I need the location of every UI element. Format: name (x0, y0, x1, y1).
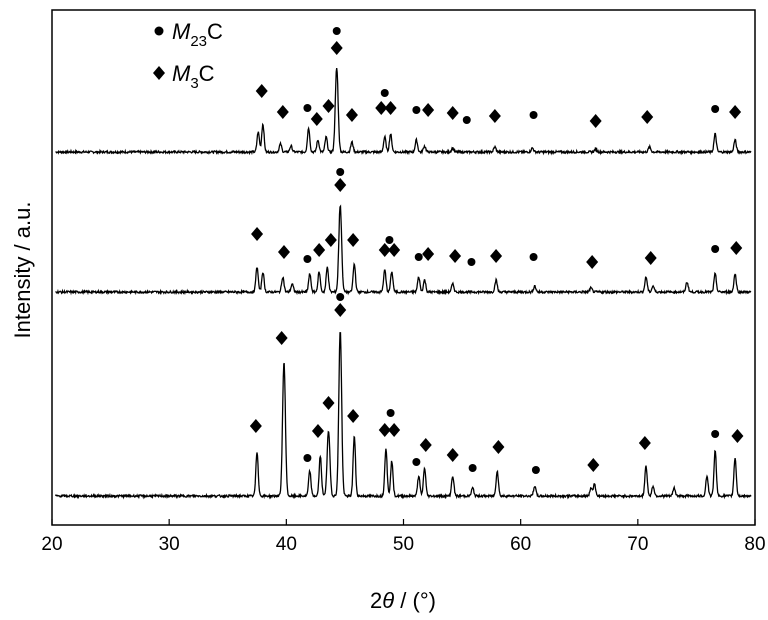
m23c-peak-marker (380, 89, 389, 97)
m3c-peak-marker (644, 251, 657, 265)
m3c-peak-marker (324, 233, 337, 247)
m3c-peak-marker (345, 108, 358, 122)
m3c-peak-marker (311, 424, 324, 438)
m23c-peak-marker (336, 168, 345, 176)
x-tick-label: 80 (744, 534, 765, 555)
legend: M23C M3C (153, 19, 223, 92)
m3c-peak-marker (330, 41, 343, 55)
m3c-peak-marker (449, 249, 462, 263)
m3c-peak-marker (446, 448, 459, 462)
legend-diamond-marker (153, 66, 165, 80)
x-tick-label: 20 (41, 534, 62, 555)
m23c-peak-marker (386, 409, 395, 417)
m3c-peak-marker (255, 84, 268, 98)
m23c-peak-marker (414, 253, 423, 261)
m23c-peak-marker (711, 105, 720, 113)
m3c-peak-marker (731, 429, 744, 443)
m3c-peak-marker (419, 438, 432, 452)
m3c-peak-marker (249, 419, 262, 433)
xrd-trace-top (55, 68, 752, 156)
m3c-peak-marker (422, 103, 435, 117)
m3c-peak-marker (641, 110, 654, 124)
m3c-peak-marker (587, 458, 600, 472)
m23c-peak-marker (412, 106, 421, 114)
m3c-peak-marker (422, 247, 435, 261)
m3c-peak-marker (375, 101, 388, 115)
m23c-peak-marker (462, 116, 471, 124)
m3c-peak-marker (313, 243, 326, 257)
m23c-peak-marker (531, 466, 540, 474)
m23c-peak-marker (332, 27, 341, 35)
y-axis-label: Intensity / a.u. (10, 202, 35, 339)
m3c-peak-marker (492, 440, 505, 454)
m23c-peak-marker (711, 245, 720, 253)
m3c-peak-marker (378, 243, 391, 257)
m3c-peak-marker (589, 114, 602, 128)
m3c-peak-marker (638, 436, 651, 450)
xrd-trace-middle (55, 204, 752, 296)
m3c-peak-marker (277, 245, 290, 259)
plot-frame (51, 9, 756, 526)
m3c-peak-marker (347, 233, 360, 247)
m3c-peak-marker (322, 99, 335, 113)
m3c-peak-marker (310, 112, 323, 126)
m23c-peak-marker (336, 293, 345, 301)
x-axis-label: 2θ / (°) (370, 588, 436, 613)
m3c-peak-marker (276, 105, 289, 119)
m23c-peak-marker (303, 255, 312, 263)
legend-label-m3c: M3C (172, 61, 215, 92)
x-tick-label: 50 (393, 534, 414, 555)
m23c-peak-marker (385, 236, 394, 244)
x-tick-label: 40 (276, 534, 297, 555)
m23c-peak-marker (529, 111, 538, 119)
m3c-peak-marker (446, 106, 459, 120)
m3c-peak-marker (251, 227, 264, 241)
xrd-trace-bottom (54, 332, 752, 500)
m3c-peak-marker (347, 409, 360, 423)
x-tick-label: 70 (627, 534, 648, 555)
x-tick-label: 60 (510, 534, 531, 555)
m3c-peak-marker (488, 109, 501, 123)
m3c-peak-marker (730, 241, 743, 255)
m23c-peak-marker (412, 458, 421, 466)
m3c-peak-marker (586, 255, 599, 269)
x-tick-label: 30 (159, 534, 180, 555)
legend-label-m23c: M23C (172, 19, 223, 50)
legend-circle-marker (154, 26, 164, 36)
m3c-peak-marker (334, 303, 347, 317)
m23c-peak-marker (303, 454, 312, 462)
m3c-peak-marker (388, 243, 401, 257)
m23c-peak-marker (468, 464, 477, 472)
m3c-peak-marker (322, 396, 335, 410)
m23c-peak-marker (711, 430, 720, 438)
m3c-peak-marker (275, 331, 288, 345)
m3c-peak-marker (384, 101, 397, 115)
m23c-peak-marker (529, 253, 538, 261)
m3c-peak-marker (388, 423, 401, 437)
m3c-peak-marker (490, 249, 503, 263)
m3c-peak-marker (378, 423, 391, 437)
m23c-peak-marker (303, 104, 312, 112)
m3c-peak-marker (334, 178, 347, 192)
m23c-peak-marker (467, 258, 476, 266)
m3c-peak-marker (729, 105, 742, 119)
